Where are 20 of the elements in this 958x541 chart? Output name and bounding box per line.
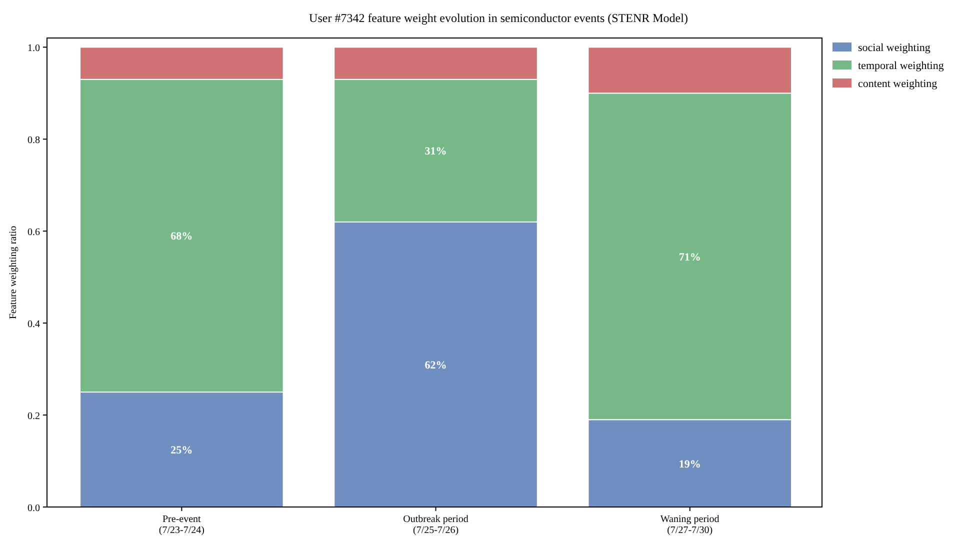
data-label: 62% [424, 359, 447, 372]
data-label: 31% [424, 146, 447, 158]
data-label: 71% [678, 251, 701, 264]
y-tick-label: 1.0 [28, 43, 40, 54]
y-tick-label: 0.8 [28, 135, 40, 146]
data-label: 19% [678, 458, 701, 470]
y-tick-label: 0.4 [28, 319, 40, 330]
legend-label: content weighting [858, 78, 938, 90]
x-tick-label: Pre-event (7/23-7/24) [158, 514, 204, 536]
y-tick-label: 0.2 [28, 411, 40, 422]
y-axis-title: Feature weighting ratio [8, 226, 19, 320]
x-tick-label: Waning period (7/27-7/30) [660, 514, 720, 536]
data-label: 68% [170, 230, 193, 243]
data-label: 25% [170, 444, 193, 457]
legend-label: social weighting [858, 42, 931, 54]
chart-title: User #7342 feature weight evolution in semiconductor events (STENR Model) [309, 11, 688, 25]
legend-label: temporal weighting [858, 60, 944, 72]
x-tick-label: Outbreak period (7/25-7/26) [403, 514, 468, 536]
y-tick-label: 0.0 [28, 503, 40, 514]
y-tick-label: 0.6 [28, 227, 40, 238]
